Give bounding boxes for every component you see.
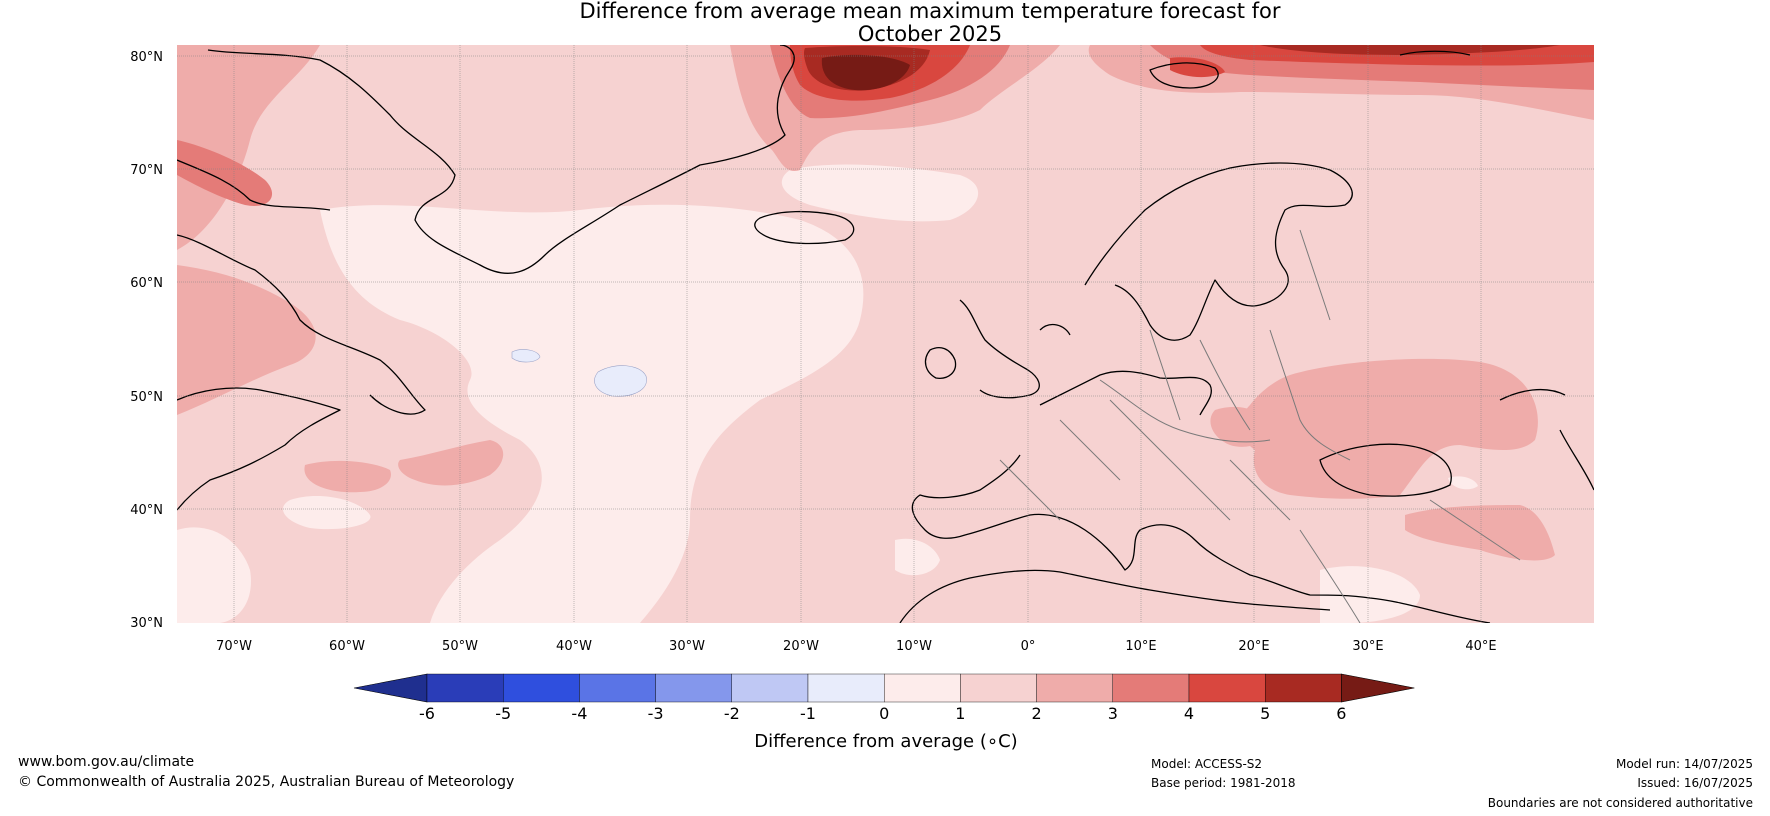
colorbar-title: Difference from average (∘C) — [754, 731, 1017, 752]
anomaly-band-2-3 — [1240, 358, 1538, 499]
graticule — [177, 45, 1594, 623]
colorbar-swatch — [731, 673, 809, 703]
colorbar-tick-label: -6 — [419, 704, 435, 723]
anomaly-band-4-5 — [1170, 57, 1225, 78]
anomaly-band-2-3 — [1210, 406, 1270, 447]
colorbar-tick-label: 1 — [955, 704, 965, 723]
colorbar-extend-low — [353, 673, 428, 703]
anomaly-band-0-1 — [177, 527, 251, 623]
colorbar-extend-high — [1341, 673, 1415, 703]
anomaly-band-0-1 — [282, 495, 371, 530]
colorbar-tick-label: 3 — [1108, 704, 1118, 723]
lon-label: 30°W — [669, 639, 705, 654]
lon-label: 40°E — [1465, 639, 1496, 654]
anomaly-band-3-4 — [177, 140, 273, 206]
colorbar-tick-label: 5 — [1260, 704, 1270, 723]
colorbar-swatch — [426, 673, 504, 703]
coastlines — [177, 45, 1594, 623]
colorbar-swatch — [1036, 673, 1113, 703]
issued-date: Issued: 16/07/2025 — [1637, 776, 1753, 790]
anomaly-band-2-3 — [304, 460, 391, 493]
lon-label: 20°E — [1238, 639, 1269, 654]
anomaly-band-0-1 — [320, 204, 864, 623]
lon-label: 60°W — [329, 639, 365, 654]
title-line-2: October 2025 — [857, 22, 1003, 46]
anomaly-band-0-1 — [895, 538, 940, 576]
copyright: © Commonwealth of Australia 2025, Austra… — [18, 774, 515, 790]
colorbar-tick-label: -3 — [648, 704, 664, 723]
colorbar-swatch — [1188, 673, 1266, 703]
lon-label: 50°W — [442, 639, 478, 654]
anomaly-band-0-1 — [781, 164, 979, 222]
anomaly-band-minus1-0 — [594, 365, 647, 397]
lon-label: 40°W — [556, 639, 592, 654]
lat-label: 80°N — [130, 50, 163, 65]
base-period: Base period: 1981-2018 — [1151, 776, 1296, 790]
lon-label: 70°W — [216, 639, 252, 654]
anomaly-band-above-6 — [821, 54, 910, 91]
colorbar-swatch — [503, 673, 580, 703]
map-title: Difference from average mean maximum tem… — [0, 0, 1770, 46]
anomaly-band-minus1-0 — [511, 349, 541, 363]
lat-label: 70°N — [130, 163, 163, 178]
anomaly-band-2-3 — [177, 265, 316, 415]
disclaimer: Boundaries are not considered authoritat… — [1487, 796, 1753, 810]
anomaly-band-1-2 — [177, 45, 1594, 623]
colorbar-swatch — [579, 673, 656, 703]
colorbar-tick-label: 6 — [1336, 704, 1346, 723]
lon-label: 30°E — [1352, 639, 1383, 654]
model-run: Model run: 14/07/2025 — [1615, 757, 1753, 771]
colorbar-tick-label: 0 — [879, 704, 889, 723]
latitude-labels: 80°N 70°N 60°N 50°N 40°N 30°N — [130, 50, 163, 631]
colorbar-swatch — [884, 673, 961, 703]
country-borders — [999, 229, 1521, 623]
model-name: Model: ACCESS-S2 — [1151, 757, 1263, 771]
lon-label: 10°E — [1125, 639, 1156, 654]
lon-label: 20°W — [783, 639, 819, 654]
anomaly-band-2-3 — [1405, 505, 1555, 561]
colorbar: -6 -5 -4 -3 -2 -1 0 1 2 3 4 5 6 — [353, 673, 1415, 723]
colorbar-swatch — [655, 673, 732, 703]
anomaly-band-2-3 — [398, 440, 504, 486]
title-line-1: Difference from average mean maximum tem… — [579, 0, 1281, 23]
colorbar-tick-label: 2 — [1032, 704, 1042, 723]
colorbar-tick-label: -5 — [495, 704, 511, 723]
colorbar-swatch — [1264, 673, 1342, 703]
anomaly-band-5-6 — [1260, 45, 1560, 55]
anomaly-field — [177, 45, 1594, 623]
site-url: www.bom.gov.au/climate — [18, 754, 195, 770]
lat-label: 30°N — [130, 616, 163, 631]
colorbar-swatch — [1112, 673, 1190, 703]
anomaly-band-2-3 — [177, 45, 320, 250]
colorbar-swatch — [960, 673, 1037, 703]
lat-label: 40°N — [130, 503, 163, 518]
longitude-labels: 70°W 60°W 50°W 40°W 30°W 20°W 10°W 0° 10… — [216, 639, 1497, 654]
anomaly-band-0-1 — [1448, 476, 1478, 490]
colorbar-tick-label: -4 — [571, 704, 587, 723]
lon-label: 10°W — [896, 639, 932, 654]
colorbar-swatch — [807, 673, 885, 703]
colorbar-tick-label: 4 — [1184, 704, 1194, 723]
lat-label: 60°N — [130, 276, 163, 291]
colorbar-tick-label: -1 — [800, 704, 816, 723]
lat-label: 50°N — [130, 390, 163, 405]
anomaly-band-0-1 — [1320, 566, 1420, 623]
lon-label: 0° — [1021, 639, 1036, 654]
colorbar-tick-label: -2 — [724, 704, 740, 723]
